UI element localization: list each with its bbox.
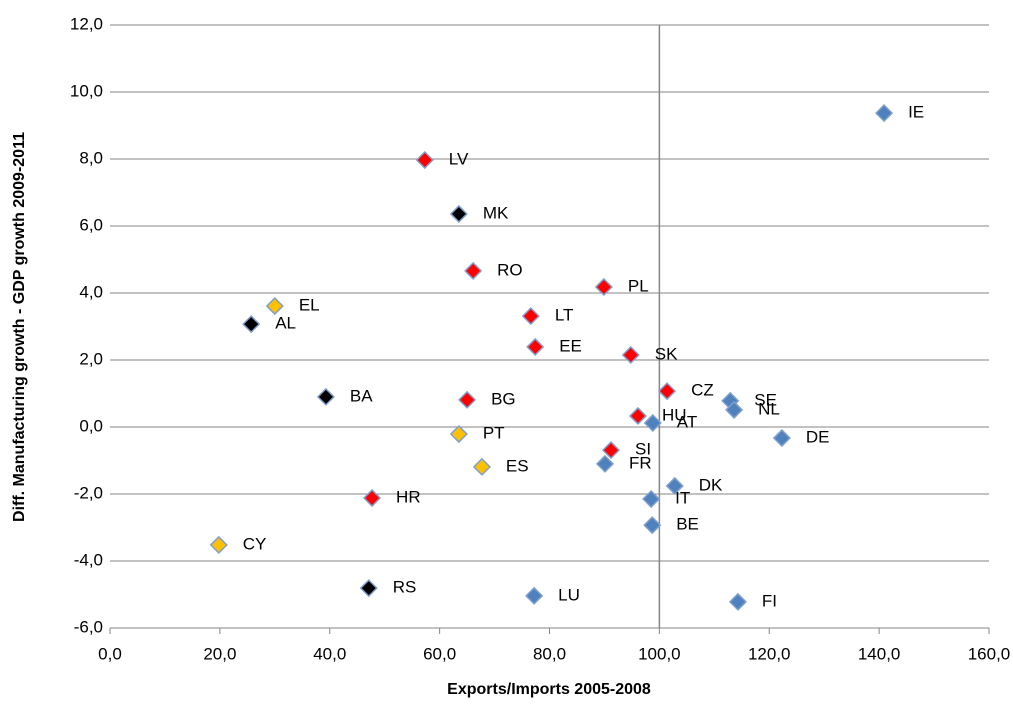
x-tick-label: 40,0 (313, 644, 346, 663)
point (728, 592, 747, 611)
point (458, 390, 477, 409)
point (621, 345, 640, 365)
point-label: LT (555, 306, 574, 325)
point-label: AL (275, 314, 296, 333)
x-axis-title: Exports/Imports 2005-2008 (447, 681, 651, 698)
y-tick-label: -6,0 (74, 617, 103, 636)
point (265, 297, 284, 316)
point-label: NL (758, 399, 780, 418)
point (875, 104, 894, 123)
point (449, 424, 468, 444)
point (242, 315, 261, 334)
point-label: DK (699, 475, 723, 494)
point-label: IE (908, 103, 924, 122)
y-axis-title: Diff. Manufacturing growth - GDP growth … (11, 132, 28, 522)
point-label: DE (806, 428, 830, 447)
point (643, 516, 662, 535)
point-label: BA (350, 386, 373, 405)
point-label: EL (299, 296, 320, 315)
point-label: BG (491, 389, 516, 408)
point-label: FI (762, 591, 777, 610)
point (525, 586, 544, 605)
point (316, 387, 335, 406)
point-label: PT (483, 424, 505, 443)
y-tick-label: 12,0 (70, 14, 103, 33)
point-label: MK (483, 203, 509, 222)
point-label: HU (662, 405, 687, 424)
x-tick-label: 120,0 (748, 644, 791, 663)
point (594, 277, 613, 297)
point (643, 413, 662, 433)
point (642, 489, 661, 509)
point-label: LU (558, 585, 580, 604)
point-label: RS (393, 578, 417, 597)
point (464, 261, 483, 280)
point-label: SE (754, 390, 777, 409)
x-tick-label: 100,0 (638, 644, 681, 663)
point (362, 488, 382, 508)
y-tick-label: 0,0 (79, 416, 103, 435)
point (521, 307, 540, 326)
y-tick-label: -4,0 (74, 550, 103, 569)
point (601, 441, 621, 460)
point-label: SK (655, 344, 678, 363)
point (665, 476, 684, 496)
x-tick-label: 160,0 (968, 644, 1011, 663)
x-tick-label: 0,0 (98, 644, 122, 663)
point-label: ES (506, 456, 529, 475)
point (595, 454, 615, 473)
point (449, 204, 468, 224)
point-label: CZ (691, 381, 714, 400)
point-label: PL (628, 276, 649, 295)
point (472, 457, 491, 476)
x-tick-label: 60,0 (423, 644, 456, 663)
point (415, 150, 434, 170)
y-tick-label: 8,0 (79, 148, 103, 167)
y-tick-label: -2,0 (74, 483, 103, 502)
point-label: CY (243, 534, 267, 553)
point (772, 428, 791, 448)
point-label: HR (396, 488, 421, 507)
y-tick-label: 10,0 (70, 81, 103, 100)
point-label: FR (629, 453, 652, 472)
point (628, 406, 648, 426)
point (658, 382, 677, 401)
y-tick-label: 2,0 (79, 349, 103, 368)
point (526, 337, 545, 356)
point-label: BE (676, 515, 699, 534)
point (359, 579, 378, 598)
x-tick-label: 20,0 (203, 644, 236, 663)
x-tick-label: 140,0 (858, 644, 901, 663)
point-label: EE (559, 336, 582, 355)
point-label: LV (449, 149, 469, 168)
point (209, 535, 228, 554)
point-label: RO (497, 260, 522, 279)
y-tick-label: 6,0 (79, 215, 103, 234)
point-label: AT (677, 412, 697, 431)
point (725, 400, 744, 419)
point-label: SI (635, 440, 651, 459)
y-tick-label: 4,0 (79, 282, 103, 301)
point-label: IT (675, 489, 690, 508)
x-tick-label: 80,0 (533, 644, 566, 663)
